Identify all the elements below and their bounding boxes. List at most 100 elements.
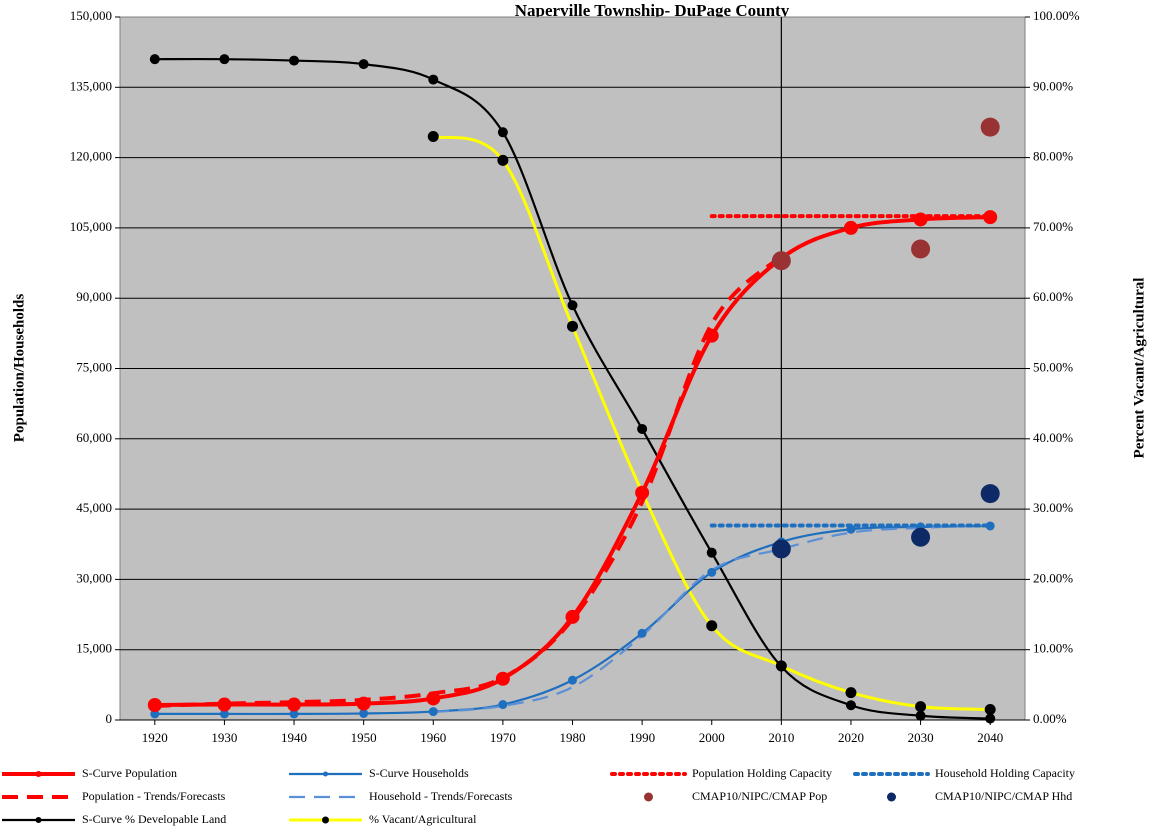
point-s-curve-developable-land xyxy=(776,661,787,672)
y2-tick-label: 20.00% xyxy=(1033,570,1073,585)
x-tick-label: 1980 xyxy=(560,730,586,745)
x-tick-label: 2040 xyxy=(977,730,1003,745)
y-tick-label: 0 xyxy=(106,711,113,726)
y-axis-left: 0 15,000 30,000 45,000 60,000 75,000 90,000 105… xyxy=(70,8,120,726)
x-tick-label: 2020 xyxy=(838,730,864,745)
point-s-curve-households xyxy=(219,709,229,719)
point-s-curve-developable-land xyxy=(219,54,230,65)
point-s-curve-population xyxy=(704,328,719,343)
y-tick-label: 30,000 xyxy=(76,570,112,585)
y-tick-label: 90,000 xyxy=(76,289,112,304)
point-s-curve-population xyxy=(913,212,928,227)
point-s-curve-developable-land xyxy=(358,59,369,70)
legend-label: CMAP10/NIPC/CMAP Hhd xyxy=(935,789,1072,803)
legend-marker xyxy=(323,771,328,777)
point-s-curve-households xyxy=(568,675,577,685)
y2-tick-label: 60.00% xyxy=(1033,289,1073,304)
x-tick-label: 1950 xyxy=(351,730,377,745)
legend-label: Household Holding Capacity xyxy=(935,766,1075,780)
legend-label: Population Holding Capacity xyxy=(692,766,832,780)
point-cmap10-nipc-cmap-hhd xyxy=(980,484,1000,504)
point-s-curve-developable-land xyxy=(567,300,578,311)
x-tick-label: 1920 xyxy=(142,730,168,745)
x-tick-label: 2030 xyxy=(908,730,934,745)
y-tick-label: 15,000 xyxy=(76,641,112,656)
point-cmap10-nipc-cmap-hhd xyxy=(911,527,931,547)
x-tick-label: 2010 xyxy=(768,730,794,745)
point-s-curve-developable-land xyxy=(497,127,508,138)
legend-label: Population - Trends/Forecasts xyxy=(82,789,226,803)
point-vacant-agricultural xyxy=(845,687,857,699)
point-s-curve-population xyxy=(565,609,580,624)
point-vacant-agricultural xyxy=(915,701,927,713)
point-s-curve-developable-land xyxy=(915,710,926,721)
y2-tick-label: 10.00% xyxy=(1033,641,1073,656)
point-s-curve-developable-land xyxy=(149,54,160,65)
x-tick-label: 1990 xyxy=(629,730,655,745)
point-s-curve-population xyxy=(843,220,858,235)
point-cmap10-nipc-cmap-hhd xyxy=(771,539,791,559)
legend-marker xyxy=(35,817,42,823)
point-s-curve-households xyxy=(846,524,856,534)
y2-tick-label: 90.00% xyxy=(1033,78,1073,93)
legend-label: Household - Trends/Forecasts xyxy=(369,789,513,803)
point-cmap10-nipc-cmap-pop xyxy=(771,251,791,271)
point-s-curve-households xyxy=(359,708,369,718)
point-s-curve-population xyxy=(356,696,371,711)
y2-tick-label: 0.00% xyxy=(1033,711,1067,726)
point-s-curve-population xyxy=(287,697,302,712)
point-s-curve-population xyxy=(495,671,510,686)
x-tick-label: 1930 xyxy=(211,730,237,745)
legend-marker xyxy=(322,816,329,824)
point-s-curve-households xyxy=(637,628,647,638)
y2-tick-label: 30.00% xyxy=(1033,500,1073,515)
point-s-curve-population xyxy=(635,485,650,500)
y2-tick-label: 50.00% xyxy=(1033,359,1073,374)
x-axis: 1920 1930 1940 1950 1960 1970 1980 1990 2000 2010… xyxy=(120,719,1025,745)
y-tick-label: 60,000 xyxy=(76,430,112,445)
legend-label: S-Curve % Developable Land xyxy=(82,812,226,826)
legend-label: CMAP10/NIPC/CMAP Pop xyxy=(692,789,827,803)
point-vacant-agricultural xyxy=(984,703,996,715)
y2-tick-label: 40.00% xyxy=(1033,430,1073,445)
point-s-curve-population xyxy=(217,697,232,712)
chart-title: Naperville Township- DuPage County xyxy=(515,1,790,20)
y2-tick-label: 70.00% xyxy=(1033,219,1073,234)
x-tick-label: 1970 xyxy=(490,730,516,745)
y-tick-label: 150,000 xyxy=(70,8,112,23)
y-tick-label: 120,000 xyxy=(70,149,112,164)
point-s-curve-population xyxy=(147,698,162,713)
point-vacant-agricultural xyxy=(497,154,509,166)
point-s-curve-households xyxy=(985,521,995,531)
y-axis-label: Population/Households xyxy=(11,294,27,443)
point-s-curve-developable-land xyxy=(706,547,717,558)
series-line-s-curve-developable-land xyxy=(154,57,991,720)
point-s-curve-population xyxy=(426,691,441,706)
point-s-curve-households xyxy=(150,709,160,719)
y-tick-label: 105,000 xyxy=(70,219,112,234)
y-tick-label: 75,000 xyxy=(76,359,112,374)
point-cmap10-nipc-cmap-pop xyxy=(980,117,1000,137)
series-line-vacant-agricultural xyxy=(432,135,991,711)
legend: S-Curve Population S-Curve Households Popu… xyxy=(2,766,1075,826)
point-s-curve-developable-land xyxy=(845,700,856,711)
legend-marker xyxy=(644,792,653,802)
legend-label: S-Curve Households xyxy=(369,766,469,780)
legend-label: % Vacant/Agricultural xyxy=(369,812,477,826)
point-s-curve-developable-land xyxy=(428,74,439,85)
legend-marker xyxy=(35,771,42,777)
gridlines xyxy=(120,17,1025,720)
y-tick-label: 135,000 xyxy=(70,78,112,93)
point-s-curve-developable-land xyxy=(985,713,996,724)
point-s-curve-developable-land xyxy=(637,423,648,434)
point-s-curve-households xyxy=(289,709,299,719)
point-s-curve-population xyxy=(983,210,998,225)
point-s-curve-households xyxy=(428,707,438,717)
y-tick-label: 45,000 xyxy=(76,500,112,515)
legend-label: S-Curve Population xyxy=(82,766,177,780)
point-s-curve-households xyxy=(707,567,717,577)
point-s-curve-developable-land xyxy=(289,55,300,66)
point-vacant-agricultural xyxy=(706,620,718,632)
point-vacant-agricultural xyxy=(427,131,439,143)
